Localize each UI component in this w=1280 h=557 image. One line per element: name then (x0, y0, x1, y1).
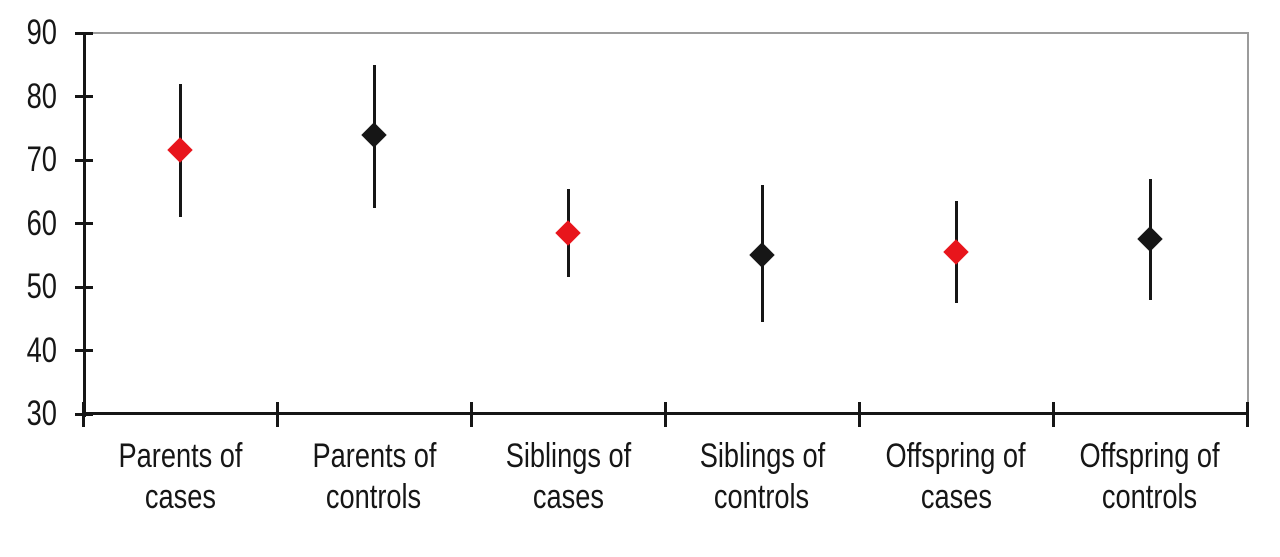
category-label-line: controls (1020, 477, 1280, 518)
y-tick-label-text: 40 (26, 330, 57, 370)
category-label: Parents of controls (244, 436, 504, 518)
y-tick-label-text: 80 (26, 76, 57, 116)
category-label-text: controls (326, 478, 422, 516)
diamond-marker-cases (555, 220, 581, 246)
x-axis-tick (81, 402, 85, 427)
diamond-marker-cases (167, 137, 193, 164)
y-tick-label: 40 (0, 330, 57, 372)
category-label-line: controls (244, 477, 504, 518)
y-tick-label: 30 (0, 393, 57, 435)
plot-frame-top (83, 32, 1249, 34)
y-tick-label: 70 (0, 139, 57, 181)
plot-frame-right (1247, 32, 1249, 415)
y-tick-label-text: 70 (26, 140, 57, 179)
y-axis-tick (75, 31, 93, 35)
y-tick-label: 80 (0, 76, 57, 118)
y-tick-label-text: 50 (26, 267, 57, 306)
category-label-text: controls (714, 478, 810, 516)
diamond-marker-controls (1137, 226, 1163, 253)
category-label-line: Parents of (50, 436, 310, 477)
y-tick-label-text: 90 (26, 13, 57, 52)
category-label: Siblings of cases (438, 436, 698, 518)
category-label-line: controls (632, 477, 892, 518)
diamond-marker-cases (943, 239, 969, 265)
category-label-text: Offspring of (885, 437, 1027, 475)
category-label-text: Siblings of (699, 437, 825, 475)
category-label-text: Parents of (117, 437, 242, 475)
category-label-text: Parents of (311, 437, 436, 475)
y-axis-tick (75, 95, 93, 98)
category-label-text: cases (532, 478, 604, 516)
y-axis-tick (75, 285, 93, 289)
category-label: Offspring of cases (826, 436, 1086, 518)
y-axis-line (83, 33, 86, 417)
category-label-line: Offspring of (1020, 436, 1280, 477)
category-label-text: Offspring of (1079, 437, 1221, 475)
y-tick-label: 90 (0, 12, 57, 54)
category-label-line: Parents of (244, 436, 504, 477)
diamond-marker-controls (749, 242, 775, 268)
y-axis-tick (75, 158, 93, 162)
category-label-line: cases (50, 477, 310, 518)
y-tick-label: 50 (0, 266, 57, 308)
category-label-text: controls (1102, 478, 1198, 516)
x-axis-tick (469, 402, 473, 427)
category-label: Siblings of controls (632, 436, 892, 518)
category-label-line: Offspring of (826, 436, 1086, 477)
x-axis-tick (663, 402, 667, 427)
category-label-line: cases (826, 477, 1086, 518)
y-tick-label: 60 (0, 203, 57, 245)
category-label-line: Siblings of (632, 436, 892, 477)
y-tick-label-text: 30 (26, 394, 57, 433)
category-label-text: Siblings of (505, 437, 631, 475)
category-label: Parents of cases (50, 436, 310, 518)
category-label-line: Siblings of (438, 436, 698, 477)
y-axis-tick (75, 222, 93, 225)
category-label-line: cases (438, 477, 698, 518)
category-label-text: cases (144, 478, 216, 516)
x-axis-tick (857, 402, 861, 427)
x-axis-tick (1245, 402, 1249, 427)
y-axis-tick (75, 349, 93, 352)
x-axis-tick (275, 402, 279, 427)
x-axis-tick (1051, 402, 1055, 427)
category-label-text: cases (920, 478, 992, 516)
y-tick-label-text: 60 (26, 203, 57, 243)
category-label: Offspring of controls (1020, 436, 1280, 518)
diamond-marker-controls (361, 121, 387, 148)
